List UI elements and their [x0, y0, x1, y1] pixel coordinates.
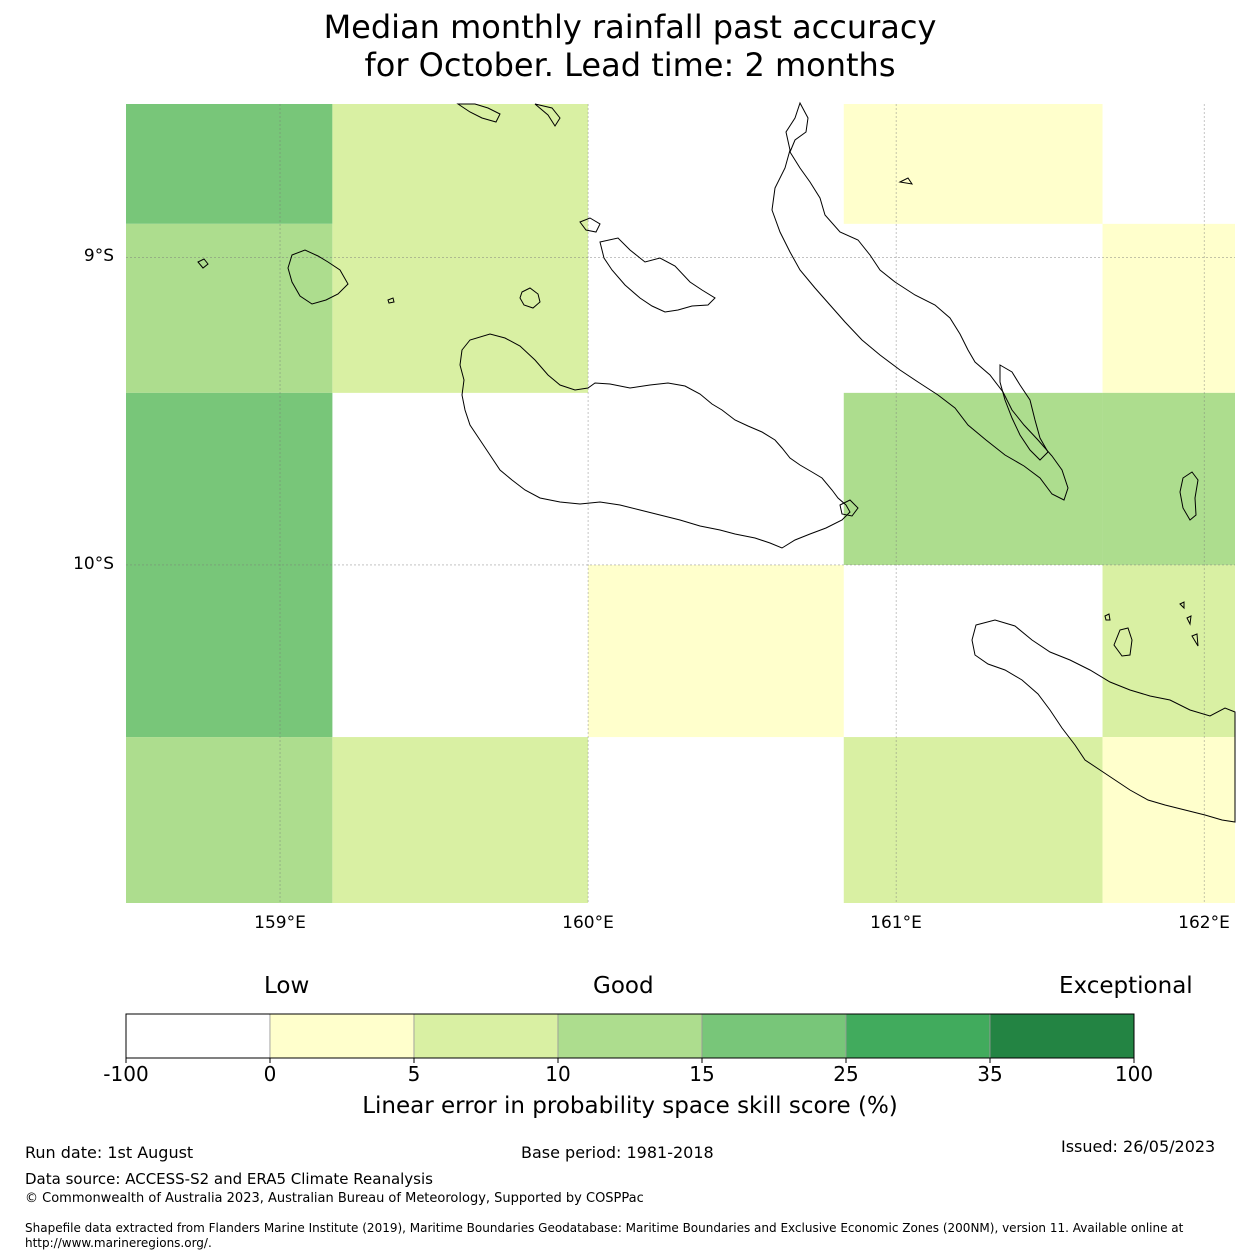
colorbar-segment [125, 1013, 271, 1059]
colorbar-label: Linear error in probability space skill … [362, 1093, 898, 1119]
coastlines [197, 101, 1236, 823]
skill-cell [126, 392, 333, 738]
colorbar-tick: 10 [545, 1062, 571, 1086]
makira-coastline [971, 619, 1236, 823]
skill-cell [332, 737, 589, 903]
russell-islands-coastline [287, 249, 349, 305]
ulawa-coastline [1179, 471, 1199, 521]
colorbar-segment [845, 1013, 991, 1059]
colorbar-category-low: Low [264, 973, 310, 999]
lat-label-10s: 10°S [73, 554, 114, 574]
colorbar-category-exceptional: Exceptional [1059, 973, 1193, 999]
northern-islands-coastline-2 [534, 103, 561, 127]
small-island-coastline [387, 297, 395, 304]
copyright: © Commonwealth of Australia 2023, Austra… [25, 1191, 644, 1206]
map-title-line-2: for October. Lead time: 2 months [364, 46, 896, 84]
colorbar-tick: 35 [977, 1062, 1003, 1086]
savo-island-coastline [519, 287, 541, 309]
map-title-line-1: Median monthly rainfall past accuracy [323, 8, 937, 46]
shapefile-credit: Shapefile data extracted from Flanders M… [25, 1221, 1184, 1250]
lat-label-9s: 9°S [83, 246, 114, 266]
islet-1-coastline [1104, 613, 1111, 621]
skill-cell [843, 104, 1103, 224]
colorbar-segment [701, 1013, 847, 1059]
northern-islands-coastline [456, 103, 501, 123]
skill-cell [126, 104, 333, 224]
base-period: Base period: 1981-2018 [521, 1143, 714, 1162]
skill-cell [843, 392, 1103, 565]
guadalcanal-coastline [459, 333, 851, 549]
colorbar-tick: 15 [689, 1062, 715, 1086]
graticule [126, 104, 1235, 903]
colorbar-tick: 5 [407, 1062, 421, 1086]
lon-label-159e: 159°E [254, 913, 306, 933]
skill-cell [126, 223, 333, 393]
lon-label-160e: 160°E [562, 913, 614, 933]
small-malaita-coastline [999, 364, 1049, 461]
colorbar-tick: -100 [103, 1062, 149, 1086]
data-source: Data source: ACCESS-S2 and ERA5 Climate … [25, 1170, 433, 1188]
skill-cell [1102, 392, 1235, 565]
islet-5-coastline [898, 177, 914, 185]
skill-cells [126, 104, 1235, 903]
malaita-coastline [771, 101, 1069, 501]
skill-cell [126, 737, 333, 903]
nggela-islands-coastline [599, 237, 716, 313]
islet-6-coastline [839, 499, 859, 517]
islet-2-coastline [1179, 601, 1185, 610]
colorbar-segment [989, 1013, 1135, 1059]
colorbar-category-good: Good [593, 973, 654, 999]
colorbar-tick: 25 [833, 1062, 859, 1086]
olu-malau-coastline [1113, 627, 1133, 657]
issued-date: Issued: 26/05/2023 [1061, 1137, 1216, 1156]
northern-islet-coastline [579, 217, 601, 233]
islet-4-coastline [1191, 633, 1199, 647]
colorbar-segment [413, 1013, 559, 1059]
colorbar-tick: 0 [263, 1062, 277, 1086]
skill-cell [843, 737, 1103, 903]
colorbar-frame [125, 1013, 1135, 1059]
colorbar-segment [269, 1013, 415, 1059]
colorbar-segment [557, 1013, 703, 1059]
small-island-west-coastline [197, 258, 209, 269]
lon-label-162e: 162°E [1178, 913, 1230, 933]
colorbar-tick: 100 [1114, 1062, 1154, 1086]
skill-cell [332, 104, 589, 393]
colorbar [125, 1013, 1135, 1063]
lon-label-161e: 161°E [870, 913, 922, 933]
skill-cell [588, 564, 844, 738]
skill-cell [1102, 564, 1235, 738]
islet-3-coastline [1186, 615, 1192, 626]
skill-cell [1102, 223, 1235, 393]
run-date: Run date: 1st August [25, 1143, 194, 1162]
skill-cell [1102, 737, 1235, 903]
